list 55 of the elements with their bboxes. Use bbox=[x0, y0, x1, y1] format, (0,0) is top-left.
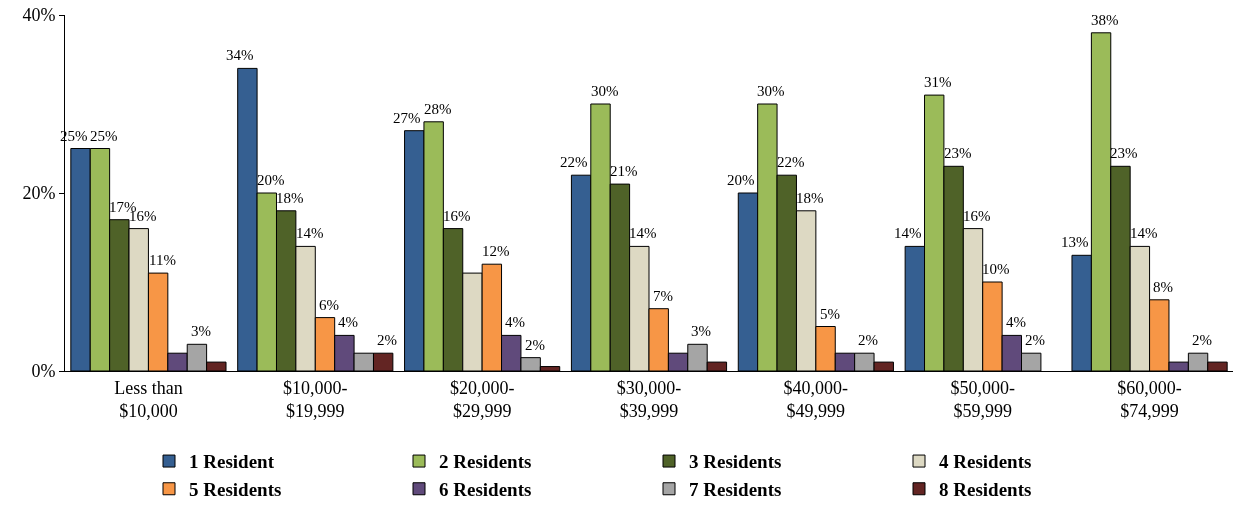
data-label: 2% bbox=[1025, 332, 1045, 348]
x-tick-label: $50,000- $59,999 bbox=[950, 377, 1015, 421]
legend-label: 5 Residents bbox=[189, 479, 282, 501]
data-label: 25% bbox=[90, 128, 118, 144]
y-tick-label: 0% bbox=[31, 361, 56, 382]
data-label: 2% bbox=[858, 332, 878, 348]
data-label: 18% bbox=[796, 190, 824, 206]
legend-label: 4 Residents bbox=[939, 451, 1032, 473]
data-label: 28% bbox=[424, 101, 452, 117]
data-label: 4% bbox=[338, 314, 358, 330]
data-label: 30% bbox=[591, 83, 619, 99]
data-label: 14% bbox=[296, 225, 324, 241]
data-label: 14% bbox=[1130, 225, 1158, 241]
data-label: 2% bbox=[525, 337, 545, 353]
data-label: 20% bbox=[727, 172, 755, 188]
data-label: 8% bbox=[1153, 279, 1173, 295]
data-label: 38% bbox=[1091, 12, 1119, 28]
x-tick-label: $20,000- $29,999 bbox=[449, 377, 515, 421]
data-label: 31% bbox=[924, 74, 952, 90]
data-label: 12% bbox=[482, 243, 510, 259]
data-label: 13% bbox=[1061, 234, 1089, 250]
legend-label: 1 Resident bbox=[189, 451, 275, 473]
x-tick-label: $30,000- $39,999 bbox=[616, 377, 682, 421]
data-label: 22% bbox=[560, 154, 588, 170]
data-label: 3% bbox=[691, 323, 711, 339]
data-label: 11% bbox=[149, 252, 176, 268]
data-label: 16% bbox=[443, 208, 471, 224]
data-label: 3% bbox=[191, 323, 211, 339]
data-label: 6% bbox=[319, 297, 339, 313]
y-tick-label: 40% bbox=[22, 5, 56, 26]
data-label: 27% bbox=[393, 110, 421, 126]
data-label: 16% bbox=[963, 208, 991, 224]
data-label: 23% bbox=[944, 145, 972, 161]
data-label: 4% bbox=[505, 314, 525, 330]
data-label: 10% bbox=[982, 261, 1010, 277]
data-label: 7% bbox=[653, 288, 673, 304]
data-label: 4% bbox=[1006, 314, 1026, 330]
x-tick-label: $10,000- $19,999 bbox=[283, 377, 348, 421]
data-label: 5% bbox=[820, 306, 840, 322]
x-tick-label: $60,000- $74,999 bbox=[1117, 377, 1182, 421]
data-label: 2% bbox=[377, 332, 397, 348]
data-label: 14% bbox=[629, 225, 657, 241]
legend-label: 8 Residents bbox=[939, 479, 1032, 501]
x-tick-label: $40,000- $49,999 bbox=[783, 377, 849, 421]
legend-label: 7 Residents bbox=[689, 479, 782, 501]
data-label: 30% bbox=[757, 83, 785, 99]
data-label: 18% bbox=[276, 190, 304, 206]
data-label: 34% bbox=[226, 47, 254, 63]
legend-label: 2 Residents bbox=[439, 451, 532, 473]
data-label: 14% bbox=[894, 225, 922, 241]
data-label: 2% bbox=[1192, 332, 1212, 348]
x-tick-label: Less than $10,000 bbox=[114, 377, 183, 421]
y-tick-label: 20% bbox=[22, 183, 56, 204]
legend-label: 3 Residents bbox=[689, 451, 782, 473]
legend-label: 6 Residents bbox=[439, 479, 532, 501]
